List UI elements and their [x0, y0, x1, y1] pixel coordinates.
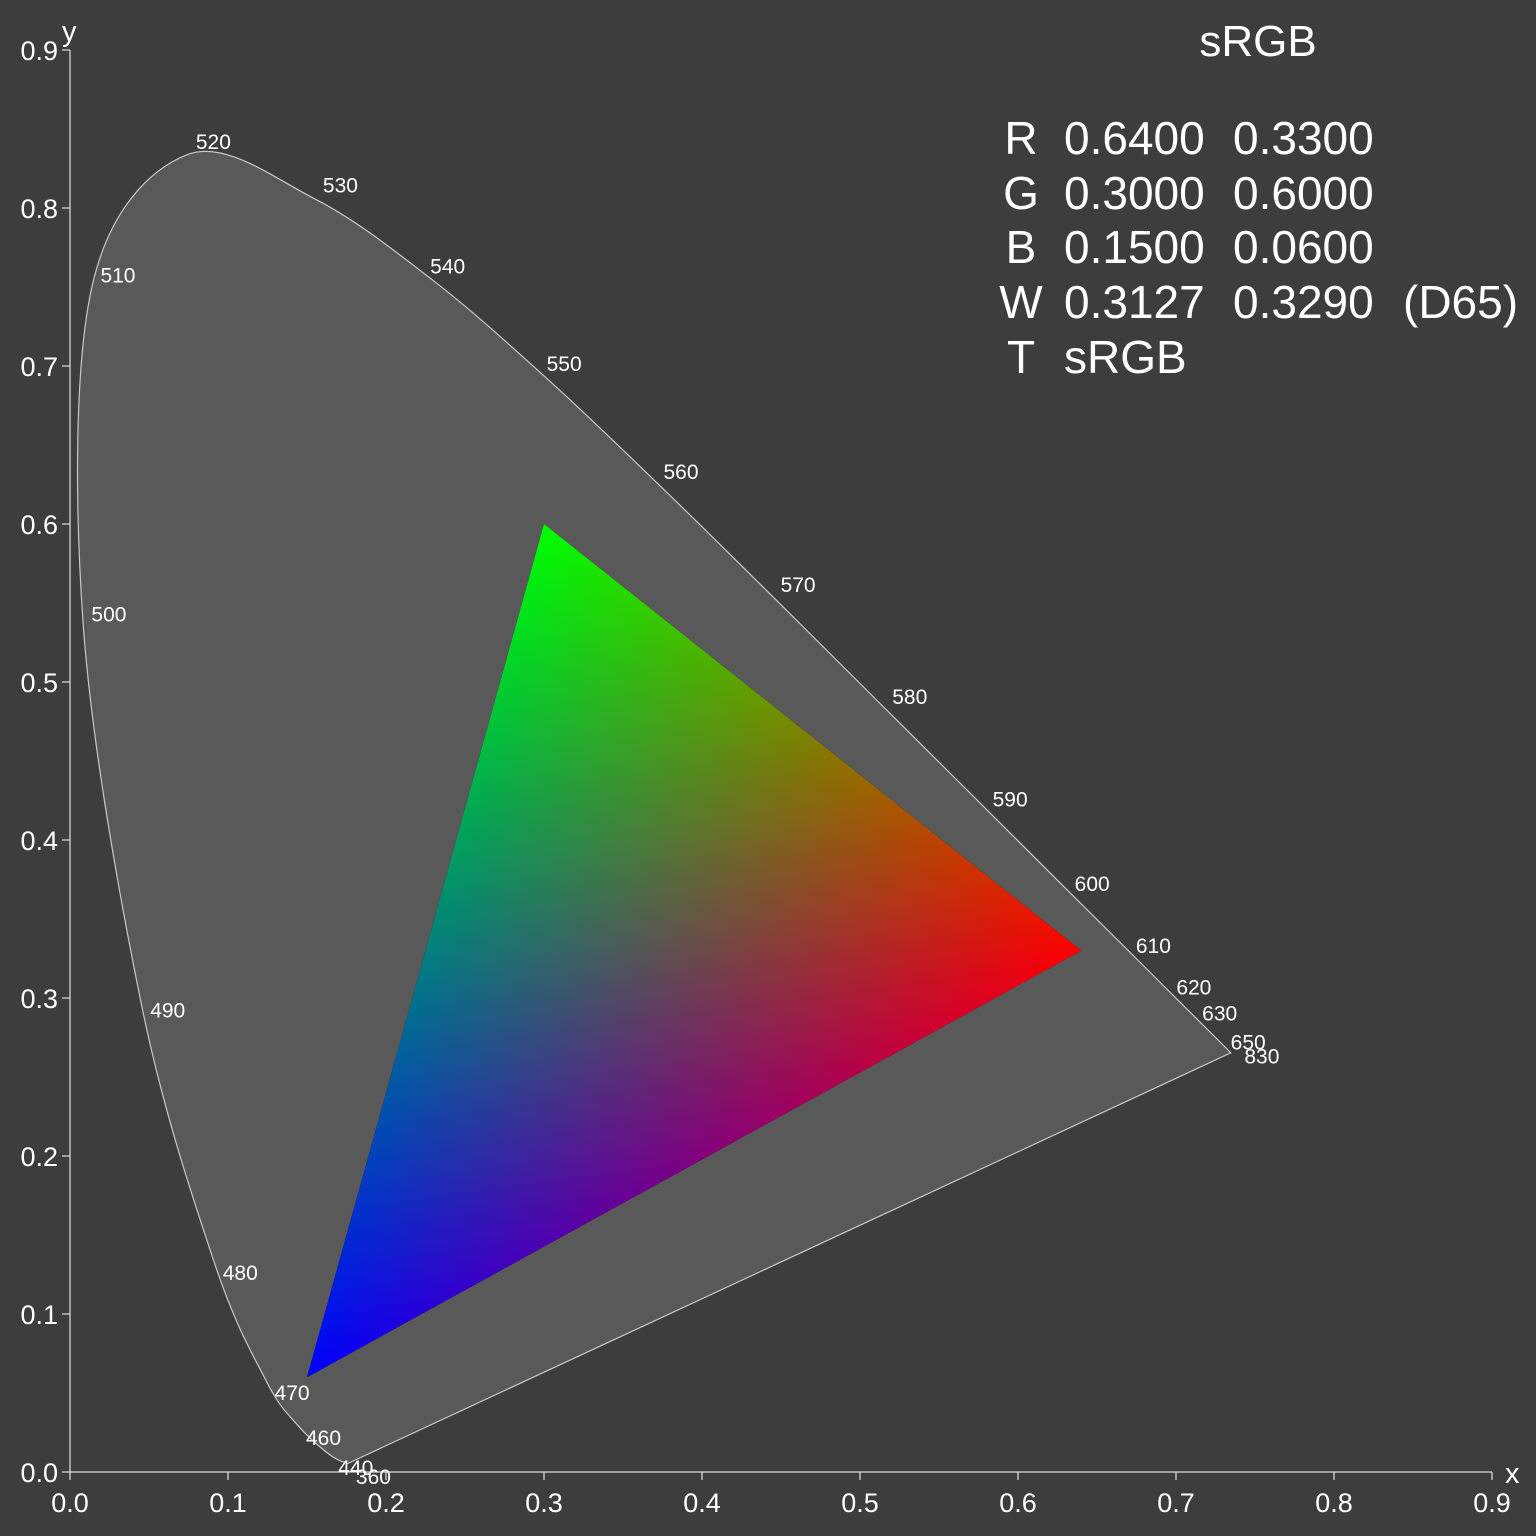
primaries-info: R 0.6400 0.3300 G 0.3000 0.6000 B 0.1500 0.0600 W… — [999, 112, 1518, 383]
wavelength-label: 520 — [196, 131, 231, 154]
info-key: B — [1006, 221, 1037, 273]
x-tick-label: 0.7 — [1157, 1488, 1195, 1518]
wavelength-label: 510 — [100, 265, 135, 288]
axes: 0.0 0.1 0.2 0.3 0.4 0.5 0.6 0.7 0.8 0.9 0.0 0.1 0.2… — [20, 16, 1520, 1518]
info-value-1: 0.1500 — [1064, 221, 1205, 273]
x-ticks: 0.0 0.1 0.2 0.3 0.4 0.5 0.6 0.7 0.8 0.9 — [51, 1472, 1511, 1518]
wavelength-label: 440 — [338, 1457, 373, 1480]
y-tick-label: 0.4 — [20, 826, 58, 856]
info-key: G — [1003, 167, 1039, 219]
info-value-1: 0.3127 — [1064, 276, 1205, 328]
x-tick-label: 0.2 — [367, 1488, 405, 1518]
info-value-1: 0.3000 — [1064, 167, 1205, 219]
x-tick-label: 0.3 — [525, 1488, 563, 1518]
wavelength-label: 550 — [547, 353, 582, 376]
wavelength-label: 830 — [1244, 1045, 1279, 1068]
wavelength-label: 470 — [275, 1382, 310, 1405]
wavelength-label: 570 — [781, 574, 816, 597]
info-value-2: 0.3290 — [1233, 276, 1374, 328]
x-tick-label: 0.9 — [1473, 1488, 1511, 1518]
wavelength-label: 490 — [150, 999, 185, 1022]
wavelength-label: 610 — [1136, 935, 1171, 958]
x-tick-label: 0.5 — [841, 1488, 879, 1518]
y-tick-label: 0.5 — [20, 668, 58, 698]
wavelength-label: 560 — [664, 461, 699, 484]
info-value-2: 0.6000 — [1233, 167, 1374, 219]
srgb-gamut-triangle — [307, 524, 1082, 1378]
y-tick-label: 0.6 — [20, 510, 58, 540]
wavelength-label: 460 — [306, 1427, 341, 1450]
y-ticks: 0.0 0.1 0.2 0.3 0.4 0.5 0.6 0.7 0.8 0.9 — [20, 36, 70, 1488]
x-tick-label: 0.0 — [51, 1488, 89, 1518]
wavelength-label: 530 — [323, 174, 358, 197]
info-value-1: 0.6400 — [1064, 112, 1205, 164]
wavelength-label: 620 — [1176, 976, 1211, 999]
y-tick-label: 0.3 — [20, 984, 58, 1014]
wavelength-label: 480 — [223, 1262, 258, 1285]
y-axis-label: y — [62, 16, 77, 48]
info-value-1: sRGB — [1064, 331, 1187, 383]
chart-title: sRGB — [1199, 17, 1316, 66]
y-tick-label: 0.1 — [20, 1300, 58, 1330]
x-tick-label: 0.8 — [1315, 1488, 1353, 1518]
info-value-2: 0.0600 — [1233, 221, 1374, 273]
x-tick-label: 0.6 — [999, 1488, 1037, 1518]
info-key: R — [1004, 112, 1037, 164]
y-tick-label: 0.9 — [20, 36, 58, 66]
x-axis-label: x — [1505, 1458, 1520, 1490]
x-tick-label: 0.1 — [209, 1488, 247, 1518]
info-value-2: 0.3300 — [1233, 112, 1374, 164]
wavelength-label: 540 — [430, 255, 465, 278]
y-tick-label: 0.8 — [20, 194, 58, 224]
wavelength-label: 500 — [91, 604, 126, 627]
wavelength-label: 630 — [1202, 1003, 1237, 1026]
y-tick-label: 0.7 — [20, 352, 58, 382]
wavelength-label: 360 — [356, 1466, 391, 1489]
info-key: T — [1007, 331, 1035, 383]
y-tick-label: 0.2 — [20, 1142, 58, 1172]
x-tick-label: 0.4 — [683, 1488, 721, 1518]
gamut-blue-channel — [307, 524, 1082, 1378]
wavelength-label: 580 — [892, 686, 927, 709]
info-extra: (D65) — [1403, 276, 1518, 328]
wavelength-label: 650 — [1231, 1031, 1266, 1054]
wavelength-label: 590 — [993, 789, 1028, 812]
info-key: W — [999, 276, 1043, 328]
wavelength-label: 600 — [1075, 873, 1110, 896]
y-tick-label: 0.0 — [20, 1458, 58, 1488]
